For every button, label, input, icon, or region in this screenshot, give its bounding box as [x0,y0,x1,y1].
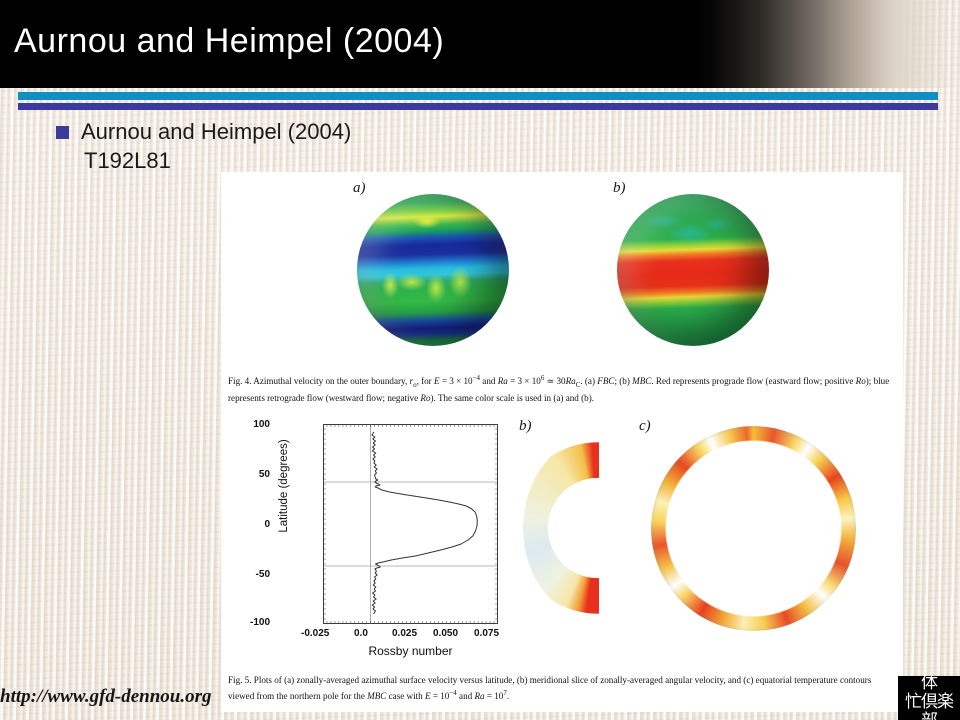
resolution-label: T192L81 [84,148,171,173]
sphere-fbc-image [357,194,509,346]
meridional-slice-clip [521,418,599,638]
figure4-caption: Fig. 4. Azimuthal velocity on the outer … [228,374,890,403]
logo-glyph: 体忙倶楽部 [905,676,954,720]
chart-x-axis-label: Rossby number [368,644,453,658]
dennou-logo: 体忙倶楽部 [898,676,960,720]
sphere-mbc-image [617,194,769,346]
figure5-panel-b-letter: b) [519,418,532,434]
chart-xtick-4: 0.050 [433,628,459,639]
figure5-panel-c-letter: c) [639,418,651,434]
chart-xtick-1: -0.025 [301,628,330,639]
chart-xtick-5: 0.075 [474,628,500,639]
equatorial-annulus-hole [651,426,856,631]
page-title: Aurnou and Heimpel (2004) [14,22,445,60]
chart-ytick-50: 50 [258,469,270,480]
bullet-item: Aurnou and Heimpel (2004) [56,119,351,145]
chart-rossby-vs-latitude: a) 100 50 0 -50 -100 Latitude (degrees) … [250,418,511,660]
figure-4: a) b) [221,172,903,368]
chart-plot-frame [323,424,498,624]
chart-ytick-0: 0 [264,519,270,530]
chart-ytick-100: 100 [253,419,270,430]
bullet-label: Aurnou and Heimpel (2004) [81,119,352,144]
figure4-panel-a-letter: a) [353,180,366,196]
chart-ytick-neg50: -50 [255,569,270,580]
footer-url[interactable]: http://www.gfd-dennou.org [0,686,212,707]
meridional-slice-image [521,418,641,633]
equatorial-contour-image [641,418,871,633]
divider-blue [18,103,938,110]
meridional-slice-annulus [523,436,599,620]
divider-cyan [18,92,938,100]
figure4-panel-b-letter: b) [613,180,626,196]
figure-5: a) 100 50 0 -50 -100 Latitude (degrees) … [221,412,903,662]
chart-y-axis-label: Latitude (degrees) [278,439,290,533]
chart-xtick-3: 0.025 [392,628,418,639]
figure-panel: a) b) Fig. 4. Azimuthal velocity on the … [221,172,903,712]
chart-xtick-2: 0.0 [354,628,368,639]
bullet-square-icon [56,125,69,139]
title-banner [0,0,960,88]
chart-ytick-neg100: -100 [249,617,270,628]
figure5-caption: Fig. 5. Plots of (a) zonally-averaged az… [228,675,872,702]
chart-series-svg [323,424,498,624]
